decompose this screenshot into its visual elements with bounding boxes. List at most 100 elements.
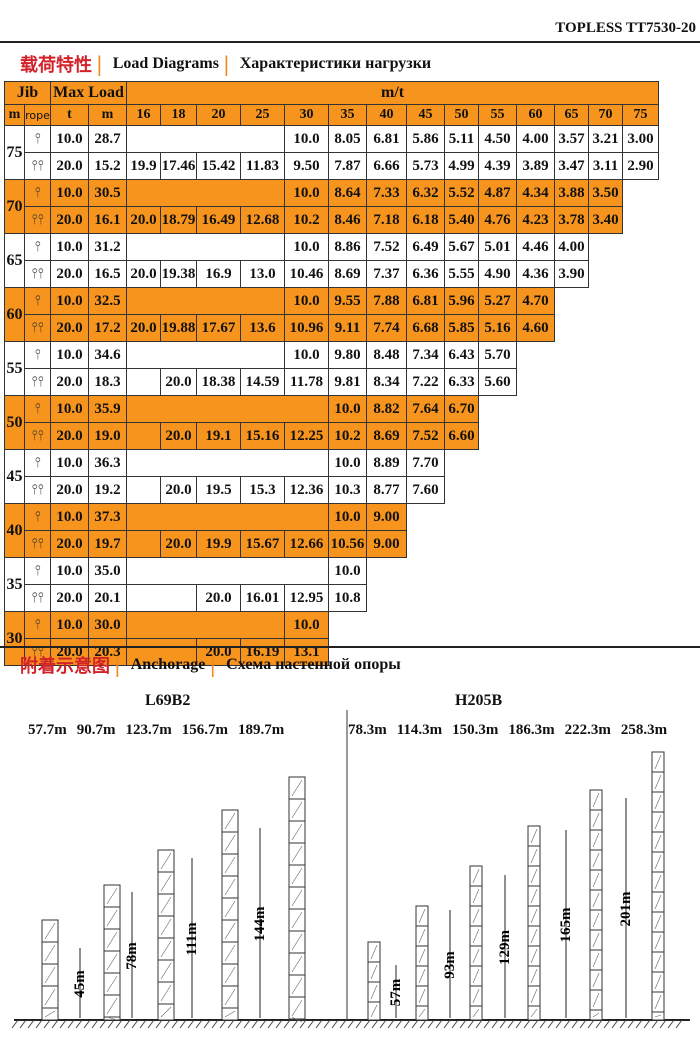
- ground-hatch: [651, 1019, 659, 1029]
- radius-header: 60: [516, 104, 556, 126]
- tower-height-label: 78.3m: [348, 722, 387, 738]
- load-value: 12.36: [284, 476, 330, 504]
- load-value: 6.81: [366, 125, 408, 153]
- load-value: 10.0: [328, 449, 368, 477]
- load-value: 19.38: [160, 260, 198, 288]
- l69b2-tower-brace: [106, 953, 118, 971]
- ground-hatch: [195, 1019, 203, 1029]
- load-value: 7.70: [406, 449, 446, 477]
- load-value: 7.60: [406, 476, 446, 504]
- load-value: 7.52: [406, 422, 446, 450]
- h205b-tower-brace: [592, 912, 600, 928]
- load-value: 10.0: [284, 233, 330, 261]
- load-value: 5.55: [444, 260, 480, 288]
- span-label: 129m: [497, 930, 513, 966]
- load-value: 8.05: [328, 125, 368, 153]
- ground-hatch: [203, 1019, 211, 1029]
- jib-length: 60: [4, 287, 25, 342]
- l69b2-tower-brace: [160, 984, 172, 1002]
- load-value: 4.00: [516, 125, 556, 153]
- load-value: 12.68: [240, 206, 286, 234]
- single-hook-icon: ⫯: [24, 395, 51, 423]
- load-value: 4.76: [478, 206, 518, 234]
- single-hook-icon: ⫯: [24, 449, 51, 477]
- radius-header: 65: [554, 104, 590, 126]
- l69b2-tower-brace: [291, 933, 303, 951]
- l69b2-tower-brace: [106, 997, 118, 1015]
- h205b-tower-brace: [654, 974, 662, 990]
- load-value: 3.21: [588, 125, 624, 153]
- l69b2-tower-brace: [291, 955, 303, 973]
- l69b2-tower-brace: [291, 999, 303, 1017]
- top-rule: [0, 41, 700, 43]
- h205b-tower-brace: [654, 754, 662, 770]
- h205b-tower-brace: [530, 928, 538, 944]
- load-value: 10.0: [284, 611, 330, 639]
- load-value: 6.70: [444, 395, 480, 423]
- max-load-t: 10.0: [50, 125, 89, 153]
- empty-cell: [407, 531, 659, 558]
- load-value: 7.34: [406, 341, 446, 369]
- load-value: 9.00: [366, 503, 408, 531]
- load-value: 16.01: [240, 584, 286, 612]
- jib-length: 65: [4, 233, 25, 288]
- h205b-tower-brace: [592, 792, 600, 808]
- load-value: 6.33: [444, 368, 480, 396]
- max-load-t: 20.0: [50, 476, 89, 504]
- table-row: ⫯⫯ 20.0 16.5 20.0 19.38 16.9 13.0 10.46 8.69 7.37…: [5, 260, 659, 288]
- load-value: 10.0: [328, 503, 368, 531]
- h205b-tower-brace: [654, 1014, 662, 1018]
- ground-hatch: [459, 1019, 467, 1029]
- table-row: ⫯⫯ 20.0 18.3 20.0 18.38 14.59 11.78 9.81 8.34 7.2…: [5, 368, 659, 396]
- load-value: 7.18: [366, 206, 408, 234]
- load-value: 5.67: [444, 233, 480, 261]
- ground-hatch: [83, 1019, 91, 1029]
- table-row: 60 ⫯ 10.0 32.5 10.0 9.55 7.88 6.81 5.96 5.27 4.70: [4, 287, 659, 342]
- max-load-m: 30.5: [87, 179, 128, 207]
- ground-hatch: [211, 1019, 219, 1029]
- ground-hatch: [475, 1019, 483, 1029]
- ground-hatch: [35, 1019, 43, 1029]
- table-row: 40 ⫯ 10.0 37.3 10.0 9.00: [4, 503, 659, 558]
- separator-bar: |: [222, 52, 230, 76]
- load-value: 5.52: [444, 179, 480, 207]
- l69b2-tower-brace: [44, 922, 56, 940]
- blank-cell: [126, 368, 162, 396]
- load-value: 19.1: [196, 422, 242, 450]
- span-label: 111m: [184, 922, 200, 956]
- load-value: 7.88: [366, 287, 408, 315]
- ground-hatch: [131, 1019, 139, 1029]
- empty-cell: [445, 477, 659, 504]
- h205b-tower-brace: [654, 954, 662, 970]
- blank-cell: [126, 341, 286, 369]
- load-value: 8.82: [366, 395, 408, 423]
- load-value: 18.38: [196, 368, 242, 396]
- max-load-t: 20.0: [50, 314, 89, 342]
- span-label: 78m: [124, 942, 140, 970]
- ground-hatch: [19, 1019, 27, 1029]
- load-value: 20.0: [160, 476, 198, 504]
- table-row: ⫯⫯ 20.0 15.2 19.9 17.46 15.42 11.83 9.50 7.87 6.6…: [5, 152, 660, 180]
- load-value: 20.0: [160, 422, 198, 450]
- h205b-tower-brace: [592, 892, 600, 908]
- h205b-tower-brace: [418, 988, 426, 1004]
- header-jib: Jib: [4, 81, 51, 105]
- double-hook-icon: ⫯⫯: [24, 584, 51, 612]
- load-value: 9.50: [284, 152, 330, 180]
- table-row: ⫯⫯ 20.0 17.2 20.0 19.88 17.67 13.6 10.96 9.11 7.7…: [5, 314, 659, 342]
- ground-hatch: [315, 1019, 323, 1029]
- header-rope: rope: [24, 104, 51, 126]
- radius-header: 25: [240, 104, 286, 126]
- span-label: 144m: [252, 906, 268, 942]
- anchorage-diagram: L69B2 H205B 57.7m 90.7m 123.7m 156.7m 189.7m…: [0, 680, 700, 1042]
- separator-bar: |: [96, 52, 103, 76]
- ground-hatch: [435, 1019, 443, 1029]
- load-value: 5.01: [478, 233, 518, 261]
- radius-header: 45: [406, 104, 446, 126]
- load-value: 7.37: [366, 260, 408, 288]
- load-value: 8.89: [366, 449, 408, 477]
- ground-hatch: [75, 1019, 83, 1029]
- ground-hatch: [331, 1019, 339, 1029]
- max-load-m: 35.9: [87, 395, 128, 423]
- ground-hatch: [291, 1019, 299, 1029]
